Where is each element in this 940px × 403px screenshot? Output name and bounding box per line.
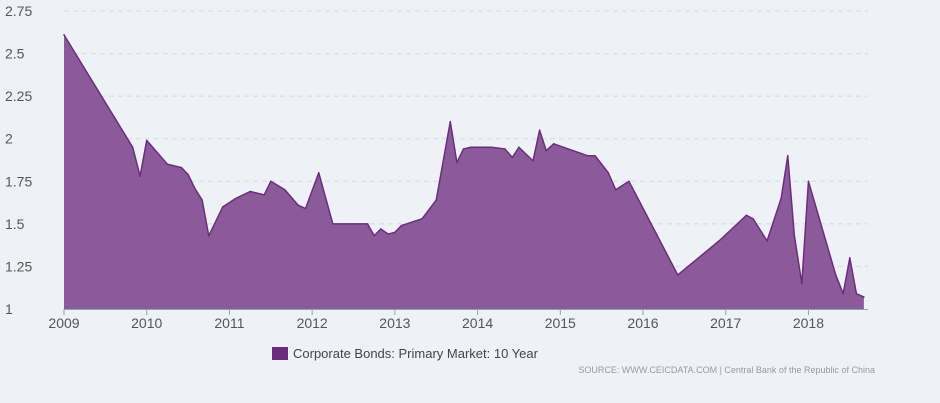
data-point [842, 292, 844, 295]
data-point [607, 171, 610, 174]
data-point [801, 282, 803, 285]
data-point [373, 234, 375, 237]
y-tick-label: 2.75 [5, 3, 32, 19]
data-point [249, 190, 251, 193]
data-point [435, 199, 438, 201]
x-tick-label: 2017 [710, 315, 741, 331]
data-point [145, 139, 148, 142]
legend[interactable]: Corporate Bonds: Primary Market: 10 Year [272, 346, 539, 361]
y-tick-label: 2 [5, 131, 13, 147]
series-area [64, 34, 864, 310]
data-point [193, 187, 196, 189]
data-point [180, 166, 183, 169]
data-point [545, 149, 548, 152]
data-point [332, 223, 334, 225]
legend-swatch[interactable] [272, 347, 288, 360]
data-point [855, 292, 858, 295]
data-point [786, 154, 789, 157]
y-tick-label: 1.75 [5, 173, 32, 189]
data-point [849, 257, 851, 259]
x-tick-label: 2018 [793, 315, 824, 331]
data-point [269, 180, 272, 183]
data-point [462, 148, 465, 150]
data-point [718, 240, 720, 242]
data-point [222, 206, 224, 208]
data-point [532, 160, 534, 162]
x-tick-label: 2014 [462, 315, 493, 331]
data-point [594, 154, 596, 157]
data-point [511, 156, 514, 159]
data-point [863, 296, 865, 298]
data-point [131, 146, 134, 149]
data-point [187, 173, 189, 176]
data-point [676, 274, 679, 276]
data-point [63, 34, 65, 36]
data-point [304, 207, 307, 210]
legend-label[interactable]: Corporate Bonds: Primary Market: 10 Year [293, 346, 539, 361]
data-point [421, 217, 423, 220]
data-point [400, 224, 403, 227]
data-point [552, 143, 555, 145]
data-point [284, 189, 286, 191]
data-point [166, 163, 169, 166]
data-point [793, 234, 796, 237]
data-point [470, 146, 472, 149]
data-point [317, 171, 320, 174]
data-point [387, 233, 390, 235]
data-point [745, 214, 748, 217]
x-tick-label: 2012 [297, 315, 328, 331]
data-point [201, 199, 203, 201]
data-point [456, 161, 458, 164]
series-area-layer [63, 34, 865, 310]
data-point [752, 217, 754, 220]
data-point [490, 146, 493, 149]
data-point [139, 175, 141, 177]
x-tick-label: 2009 [48, 315, 79, 331]
data-point [766, 240, 768, 242]
data-point [807, 180, 810, 183]
data-point [352, 223, 355, 225]
y-tick-label: 2.5 [5, 46, 25, 62]
x-tick-label: 2015 [545, 315, 576, 331]
data-point [504, 148, 506, 150]
x-tick-label: 2010 [131, 315, 162, 331]
data-point [394, 231, 396, 234]
x-tick-label: 2016 [627, 315, 658, 331]
x-tick-label: 2013 [379, 315, 410, 331]
data-point [449, 120, 452, 123]
y-tick-label: 1.5 [5, 216, 25, 232]
data-point [366, 223, 369, 225]
data-point [628, 180, 630, 183]
data-point [207, 234, 210, 237]
source-note: SOURCE: WWW.CEICDATA.COM | Central Bank … [578, 365, 875, 375]
data-point [518, 146, 520, 149]
x-tick-label: 2011 [214, 315, 244, 331]
y-tick-label: 2.25 [5, 88, 32, 104]
data-point [834, 274, 837, 276]
data-point [297, 204, 299, 206]
y-tick-label: 1 [5, 301, 13, 317]
axis-layer: 1 1.25 1.5 1.75 2 2.25 2.5 2.75 2009 2010 2011 2012… [5, 3, 868, 331]
y-tick-label: 1.25 [5, 258, 32, 274]
data-point [614, 189, 617, 191]
data-point [586, 154, 589, 157]
data-point [235, 197, 237, 200]
data-point [780, 197, 782, 200]
data-point [380, 228, 382, 230]
data-point [263, 194, 265, 196]
data-point [538, 129, 541, 131]
